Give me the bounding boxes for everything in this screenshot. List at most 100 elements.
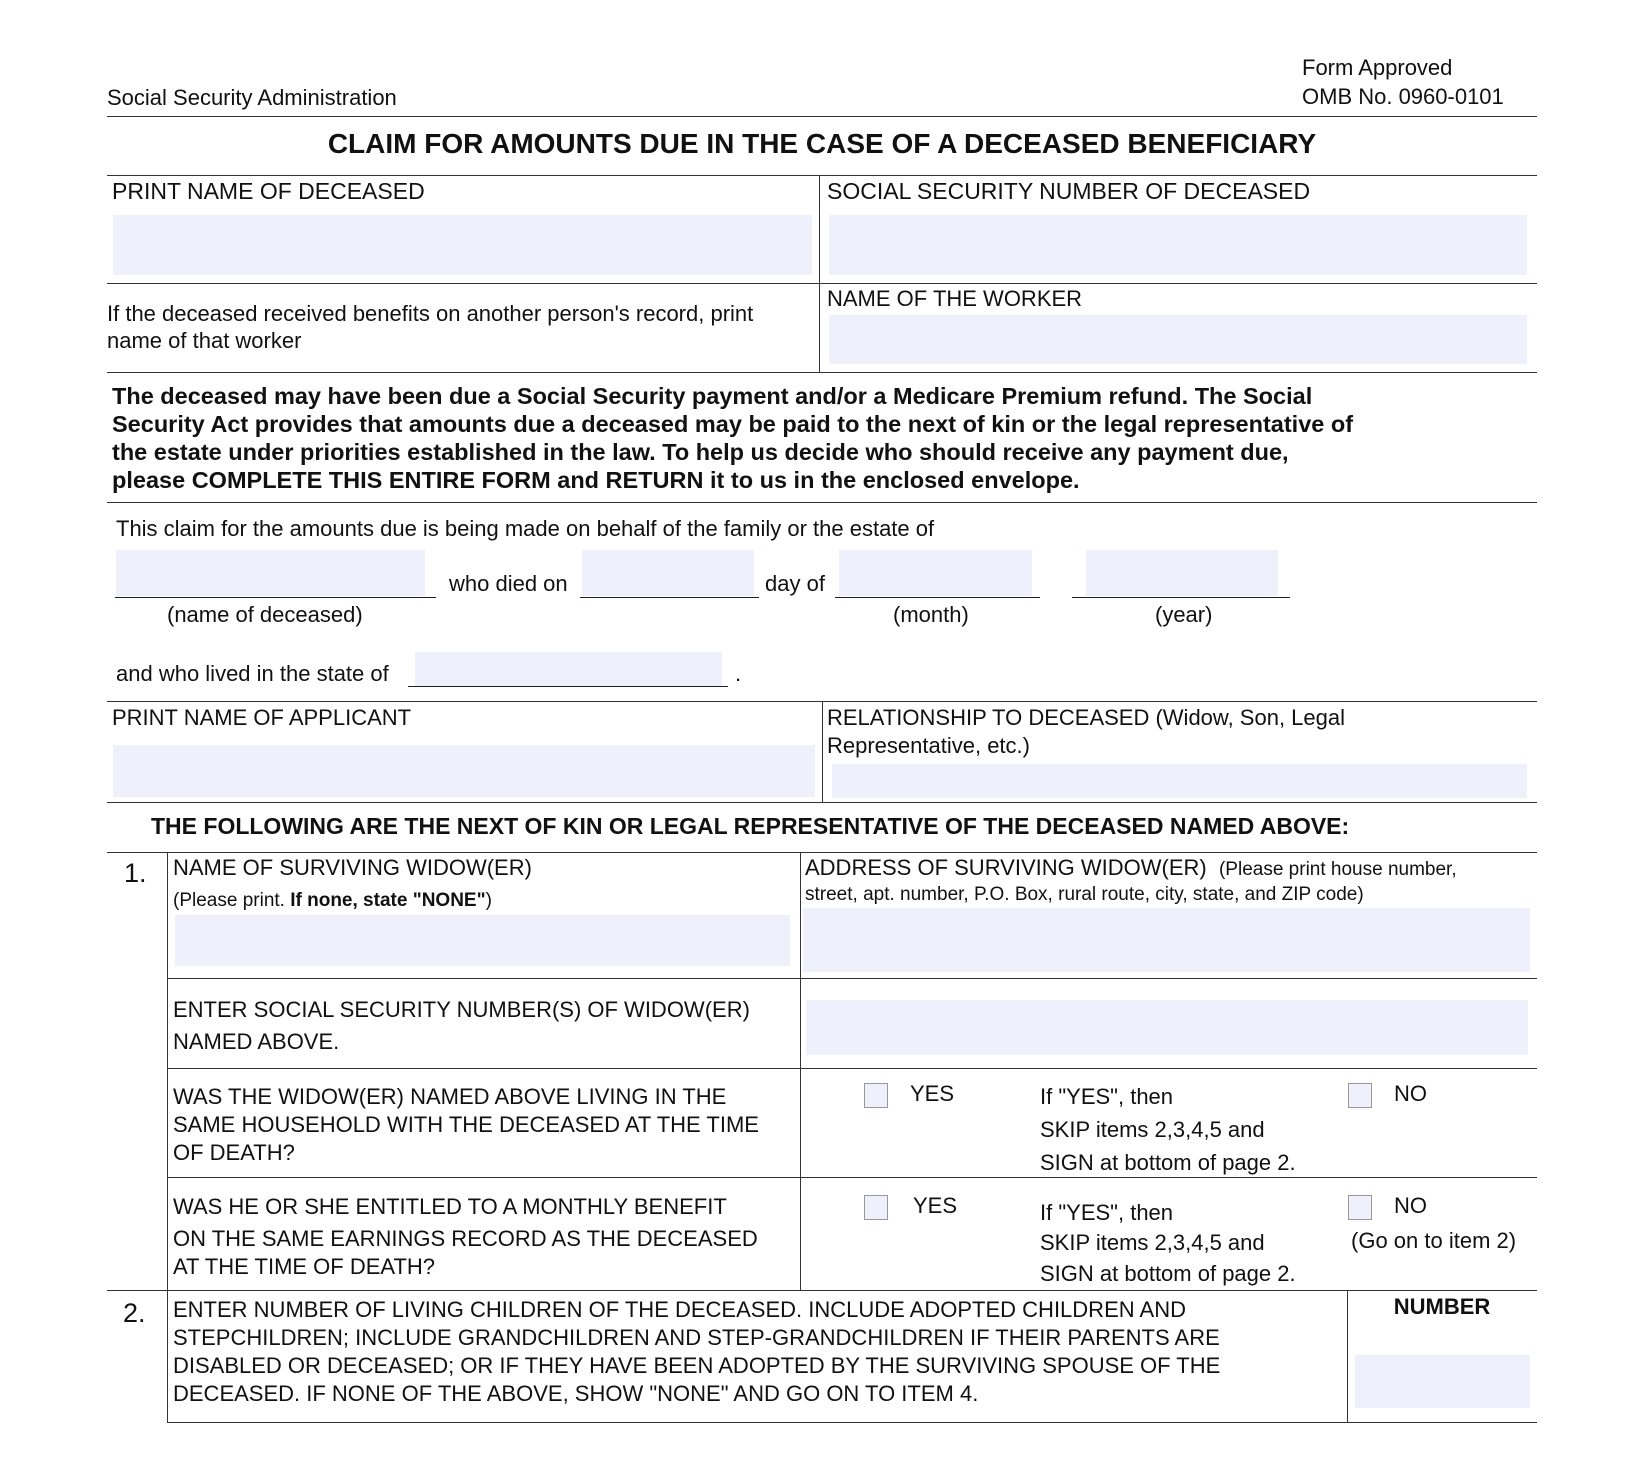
other-record-text: If the deceased received benefits on ano… (107, 301, 754, 326)
relationship-field[interactable] (832, 764, 1527, 798)
year-caption: (year) (1155, 602, 1213, 627)
divider (167, 852, 168, 1422)
divider (819, 175, 820, 372)
applicant-name-label: PRINT NAME OF APPLICANT (112, 705, 412, 730)
form-approved: Form Approved (1302, 55, 1453, 80)
underline (835, 597, 1040, 598)
household-yes-note: If "YES", then (1040, 1084, 1174, 1109)
household-yes-label: YES (910, 1081, 955, 1106)
hint-bold-text: If none, state "NONE" (290, 890, 486, 911)
widow-ssn-label: ENTER SOCIAL SECURITY NUMBER(S) OF WIDOW… (173, 997, 750, 1022)
form-title: CLAIM FOR AMOUNTS DUE IN THE CASE OF A D… (327, 128, 1317, 159)
name-caption: (name of deceased) (167, 602, 363, 627)
benefit-question: ON THE SAME EARNINGS RECORD AS THE DECEA… (173, 1226, 758, 1251)
divider (167, 1422, 1537, 1423)
children-number-field[interactable] (1355, 1355, 1530, 1408)
death-day-field[interactable] (582, 550, 754, 596)
address-label-text: ADDRESS OF SURVIVING WIDOW(ER) (805, 855, 1207, 880)
household-no-checkbox[interactable] (1348, 1083, 1372, 1108)
relationship-label: Representative, etc.) (827, 733, 1030, 758)
underline (408, 686, 728, 687)
divider (167, 1177, 1537, 1178)
household-yes-checkbox[interactable] (864, 1083, 888, 1108)
divider (167, 1068, 1537, 1069)
divider (167, 978, 1537, 979)
deceased-ssn-field[interactable] (829, 215, 1527, 275)
death-month-field[interactable] (839, 550, 1032, 596)
divider (822, 701, 823, 802)
household-yes-note: SKIP items 2,3,4,5 and (1040, 1117, 1265, 1142)
underline (1072, 597, 1290, 598)
notice-text: The deceased may have been due a Social … (112, 383, 1313, 409)
benefit-no-checkbox[interactable] (1348, 1195, 1372, 1220)
agency-name: Social Security Administration (107, 85, 397, 110)
state-text: and who lived in the state of (116, 661, 389, 686)
household-question: SAME HOUSEHOLD WITH THE DECEASED AT THE … (173, 1112, 759, 1137)
period: . (735, 661, 742, 686)
widow-address-label: ADDRESS OF SURVIVING WIDOW(ER) (Please p… (805, 855, 1457, 882)
other-record-text: name of that worker (107, 328, 302, 353)
omb-number: OMB No. 0960-0101 (1302, 84, 1504, 109)
benefit-yes-note: SKIP items 2,3,4,5 and (1040, 1230, 1265, 1255)
benefit-yes-note: If "YES", then (1040, 1200, 1174, 1225)
address-hint-text: (Please print house number, (1218, 859, 1457, 880)
widow-address-field[interactable] (803, 908, 1530, 972)
benefit-question: AT THE TIME OF DEATH? (173, 1254, 436, 1279)
divider (107, 1290, 1537, 1291)
household-question: OF DEATH? (173, 1140, 295, 1165)
children-instructions: ENTER NUMBER OF LIVING CHILDREN OF THE D… (173, 1297, 1186, 1322)
relationship-label: RELATIONSHIP TO DECEASED (Widow, Son, Le… (827, 705, 1346, 730)
benefit-yes-label: YES (913, 1193, 958, 1218)
benefit-yes-note: SIGN at bottom of page 2. (1040, 1261, 1296, 1286)
divider (107, 175, 1537, 176)
children-instructions: DECEASED. IF NONE OF THE ABOVE, SHOW "NO… (173, 1381, 979, 1406)
notice-text: the estate under priorities established … (112, 439, 1289, 465)
children-instructions: DISABLED OR DECEASED; OR IF THEY HAVE BE… (173, 1353, 1221, 1378)
notice-text: please COMPLETE THIS ENTIRE FORM and RET… (112, 467, 1080, 493)
deceased-name-field[interactable] (113, 215, 812, 275)
worker-name-label: NAME OF THE WORKER (827, 286, 1083, 311)
widow-name-hint: (Please print. If none, state "NONE") (173, 889, 492, 913)
children-instructions: STEPCHILDREN; INCLUDE GRANDCHILDREN AND … (173, 1325, 1220, 1350)
widow-name-label: NAME OF SURVIVING WIDOW(ER) (173, 855, 532, 880)
divider (107, 502, 1537, 503)
hint-text: ) (485, 890, 492, 911)
underline (115, 597, 436, 598)
number-label: NUMBER (1393, 1294, 1491, 1319)
widow-address-hint: street, apt. number, P.O. Box, rural rou… (805, 884, 1364, 905)
item-number: 2. (123, 1298, 146, 1328)
worker-name-field[interactable] (829, 315, 1527, 364)
benefit-no-label: NO (1394, 1193, 1427, 1218)
day-of-text: day of (765, 571, 825, 596)
divider (107, 116, 1537, 117)
widow-name-field[interactable] (175, 915, 790, 966)
deceased-name-label: PRINT NAME OF DECEASED (112, 178, 425, 204)
household-question: WAS THE WIDOW(ER) NAMED ABOVE LIVING IN … (173, 1084, 727, 1109)
divider (107, 372, 1537, 373)
underline (580, 597, 759, 598)
kin-heading: THE FOLLOWING ARE THE NEXT OF KIN OR LEG… (151, 813, 1350, 839)
divider (107, 802, 1537, 803)
benefit-no-note: (Go on to item 2) (1351, 1228, 1517, 1253)
divider (107, 283, 1537, 284)
widow-ssn-label: NAMED ABOVE. (173, 1029, 340, 1054)
benefit-question: WAS HE OR SHE ENTITLED TO A MONTHLY BENE… (173, 1194, 727, 1219)
month-caption: (month) (893, 602, 969, 627)
hint-text: (Please print. (173, 890, 291, 911)
who-died-on-text: who died on (449, 571, 568, 596)
notice-text: Security Act provides that amounts due a… (112, 411, 1354, 437)
deceased-ssn-label: SOCIAL SECURITY NUMBER OF DECEASED (827, 178, 1311, 204)
divider (107, 852, 1537, 853)
applicant-name-field[interactable] (113, 745, 815, 797)
widow-ssn-field[interactable] (806, 1000, 1528, 1055)
claim-deceased-name-field[interactable] (116, 550, 425, 596)
household-no-label: NO (1394, 1081, 1427, 1106)
death-year-field[interactable] (1086, 550, 1278, 596)
benefit-yes-checkbox[interactable] (864, 1195, 888, 1220)
divider (800, 852, 801, 1290)
household-yes-note: SIGN at bottom of page 2. (1040, 1150, 1296, 1175)
divider (1347, 1290, 1348, 1422)
item-number: 1. (124, 858, 147, 888)
state-field[interactable] (415, 652, 722, 686)
claim-intro: This claim for the amounts due is being … (116, 516, 935, 541)
